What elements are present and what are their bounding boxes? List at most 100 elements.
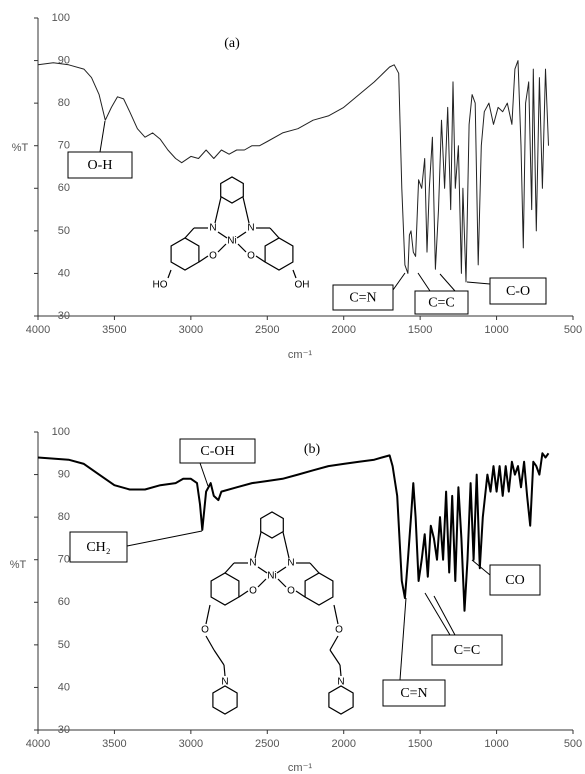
bond [205,604,211,625]
bond [276,566,287,574]
bond [217,243,227,253]
callout-box [489,564,541,596]
x-tick-label: 1000 [484,738,508,750]
y-tick-label: 80 [58,511,70,523]
x-tick-label: 4000 [26,738,50,750]
atom-label: N [247,223,254,234]
x-tick-label: 2000 [331,738,355,750]
annotation: C-O [506,284,530,299]
callout-box [69,531,128,563]
y-tick-label: 100 [52,426,70,438]
x-tick-label: 1000 [484,324,508,336]
x-tick-label: 3500 [102,324,126,336]
annotation: O-H [88,158,113,173]
annotation: C=N [349,291,376,306]
x-tick-label: 500 [564,738,582,750]
callout-line [99,120,106,153]
bond [257,578,267,588]
bond [333,604,339,625]
y-tick-label: 100 [52,12,70,24]
callout-line [433,595,456,636]
y-axis-label: %T [10,559,27,571]
callout-line [126,530,203,547]
annotation: C=C [454,643,481,658]
y-tick-label: 60 [58,182,70,194]
benzene-ring [220,176,244,204]
y-axis-label: %T [12,142,29,154]
phenol-ring [304,572,334,606]
bond [339,664,342,677]
phenol-ring [210,572,240,606]
callout-box [489,277,547,305]
callout-line [439,273,456,292]
bond [198,255,209,263]
bond [237,243,247,253]
bond [295,590,306,598]
callout-box [179,438,256,464]
callout-box [382,679,446,707]
bond [329,649,341,666]
callout-line [199,462,209,487]
bond [238,590,249,598]
bond [329,635,339,651]
piperidine-ring [212,685,238,715]
annotation: CH₂ [86,540,110,555]
y-tick-label: 70 [58,554,70,566]
y-tick-label: 90 [58,54,70,66]
y-tick-label: 40 [58,681,70,693]
y-tick-label: 50 [58,225,70,237]
callout-line [417,272,431,292]
x-tick-label: 2500 [255,738,279,750]
bond [277,578,287,588]
panel-title: (a) [224,36,240,51]
atom-label: N [249,558,256,569]
callout-line [471,559,491,576]
bond [214,196,222,224]
benzene-ring [260,511,284,539]
callout-box [414,290,469,315]
bond [205,635,215,651]
bond [217,231,228,239]
y-tick-label: 30 [58,724,70,736]
bond [255,255,266,263]
atom-label: Ni [227,236,236,247]
callout-line [424,592,451,636]
x-tick-label: 2500 [255,324,279,336]
callout-line [466,281,491,285]
phenol-ring [264,237,294,271]
bond [292,269,297,279]
bond [213,649,225,666]
spectrum-line [37,452,550,612]
bond [224,562,235,574]
callout-box [332,284,394,311]
annotation: CO [505,573,524,588]
panel-title: (b) [304,442,321,457]
atom-label: N [287,558,294,569]
x-tick-label: 1500 [408,738,432,750]
atom-label: O [247,251,255,262]
x-tick-label: 3000 [179,324,203,336]
bond [236,231,247,239]
callout-box [431,634,503,666]
x-axis-label: cm⁻¹ [288,762,312,774]
x-tick-label: 2000 [331,324,355,336]
callout-box [67,151,133,179]
x-tick-label: 3000 [179,738,203,750]
bond [269,227,280,239]
atom-label: O [287,586,295,597]
atom-label: O [209,251,217,262]
bond [254,531,262,559]
callout-line [392,272,406,291]
y-tick-label: 90 [58,468,70,480]
x-tick-label: 4000 [26,324,50,336]
x-tick-label: 3500 [102,738,126,750]
x-axis-label: cm⁻¹ [288,349,312,361]
atom-label: OH [295,280,310,291]
atom-label: Ni [267,571,276,582]
annotation: C-OH [200,444,234,459]
bond [223,664,226,677]
bond [257,566,268,574]
bond [282,531,290,559]
atom-label: O [201,625,209,636]
